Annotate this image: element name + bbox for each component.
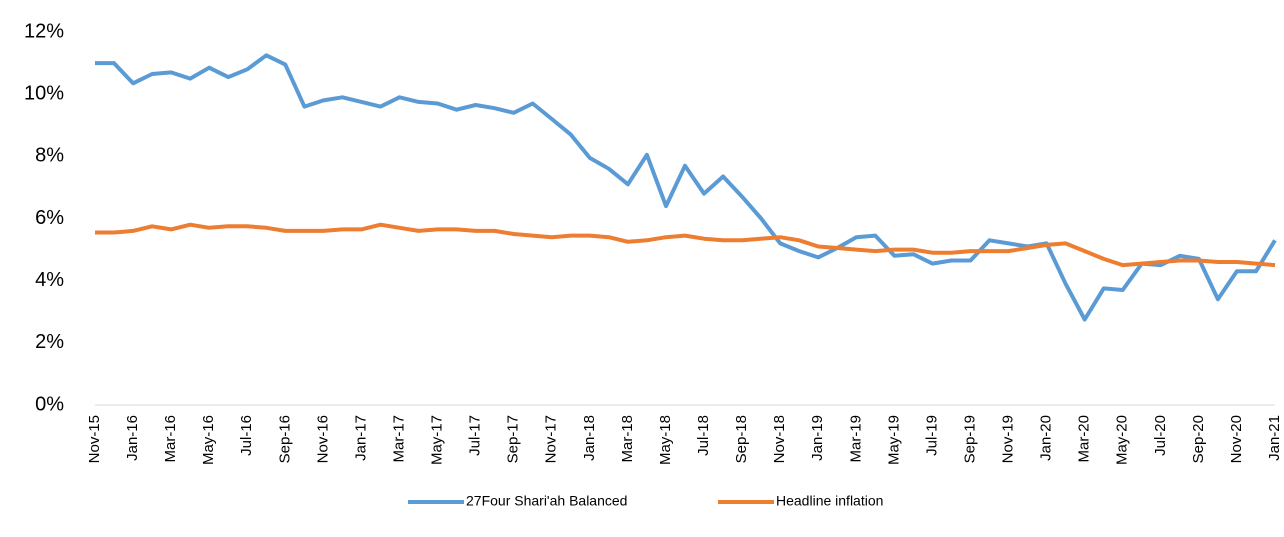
x-tick-label: Nov-18 [771, 415, 788, 463]
x-tick-label: May-16 [200, 415, 217, 465]
y-tick-label: 8% [35, 145, 64, 167]
x-tick-label: Jan-21 [1266, 415, 1283, 461]
x-tick-label: Jul-16 [238, 415, 255, 456]
x-tick-label: Nov-15 [86, 415, 103, 463]
x-tick-label: Jan-20 [1038, 415, 1055, 461]
x-tick-label: Mar-18 [619, 415, 636, 463]
y-tick-label: 10% [24, 82, 64, 104]
x-tick-label: Mar-20 [1076, 415, 1093, 463]
x-tick-label: Jan-16 [124, 415, 141, 461]
series-line [95, 53, 1277, 322]
x-tick-label: Mar-19 [847, 415, 864, 463]
x-tick-label: May-19 [885, 415, 902, 465]
x-tick-label: Nov-16 [314, 415, 331, 463]
x-tick-label: Sep-20 [1190, 415, 1207, 463]
x-tick-label: May-17 [429, 415, 446, 465]
x-tick-label: Sep-18 [733, 415, 750, 463]
x-tick-label: Jan-18 [581, 415, 598, 461]
x-tick-label: Sep-17 [505, 415, 522, 463]
x-tick-label: Jan-17 [352, 415, 369, 461]
x-tick-label: Jul-19 [923, 415, 940, 456]
x-tick-label: Nov-19 [1000, 415, 1017, 463]
y-tick-label: 0% [35, 393, 64, 415]
x-tick-label: Jul-17 [467, 415, 484, 456]
y-tick-label: 2% [35, 331, 64, 353]
x-tick-label: May-18 [657, 415, 674, 465]
x-tick-label: Jan-19 [809, 415, 826, 461]
x-tick-label: Jul-18 [695, 415, 712, 456]
x-tick-label: Mar-17 [390, 415, 407, 463]
x-tick-label: Sep-16 [276, 415, 293, 463]
x-tick-label: Sep-19 [961, 415, 978, 463]
y-tick-label: 12% [24, 20, 64, 42]
x-tick-label: Mar-16 [162, 415, 179, 463]
x-tick-label: Nov-17 [543, 415, 560, 463]
legend-label: 27Four Shari'ah Balanced [466, 493, 627, 509]
x-tick-label: Nov-20 [1228, 415, 1245, 463]
legend-label: Headline inflation [776, 493, 883, 509]
y-tick-label: 6% [35, 207, 64, 229]
x-tick-label: Jul-20 [1152, 415, 1169, 456]
x-tick-label: May-20 [1114, 415, 1131, 465]
series-line [95, 222, 1276, 268]
y-tick-label: 4% [35, 269, 64, 291]
